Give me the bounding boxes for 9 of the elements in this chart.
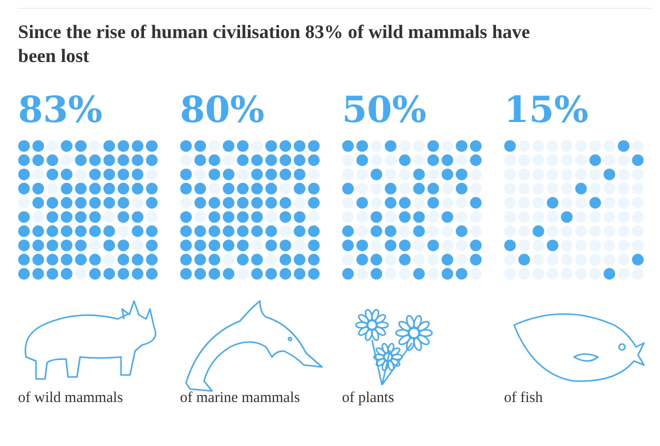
category-label: of marine mammals xyxy=(180,390,300,406)
data-label: 50% xyxy=(342,89,426,131)
category-label: of fish xyxy=(504,390,544,406)
category-label: of plants xyxy=(342,390,394,406)
text: Since the rise of human civilisation 83% of wild mammals have been lost xyxy=(18,22,530,67)
data-label: 83% xyxy=(18,89,102,131)
category-label: of wild mammals xyxy=(18,390,124,406)
data-label: 15% xyxy=(504,89,588,131)
data-label: 80% xyxy=(180,89,264,131)
